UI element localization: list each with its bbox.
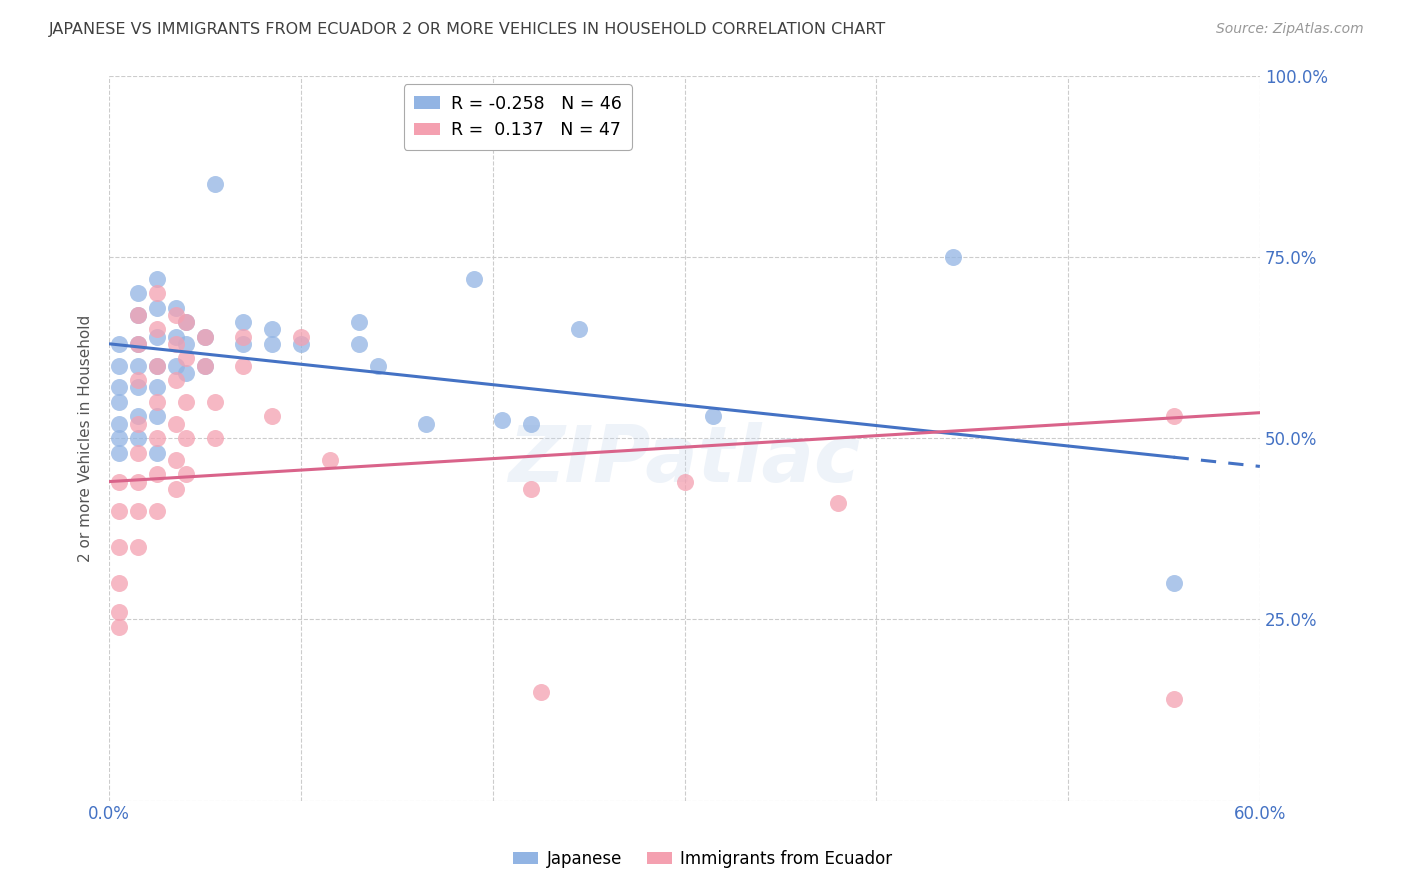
Point: [319, 452, 342, 467]
Point: [232, 315, 254, 329]
Point: [367, 359, 389, 373]
Point: [108, 394, 131, 409]
Point: [146, 467, 169, 482]
Text: Source: ZipAtlas.com: Source: ZipAtlas.com: [1216, 22, 1364, 37]
Point: [568, 322, 591, 336]
Point: [415, 417, 437, 431]
Point: [146, 380, 169, 394]
Point: [262, 322, 284, 336]
Point: [827, 496, 849, 510]
Point: [942, 250, 965, 264]
Point: [174, 315, 197, 329]
Point: [194, 359, 217, 373]
Point: [165, 452, 187, 467]
Point: [1163, 692, 1185, 706]
Y-axis label: 2 or more Vehicles in Household: 2 or more Vehicles in Household: [79, 315, 93, 562]
Point: [127, 336, 149, 351]
Point: [174, 431, 197, 445]
Point: [146, 322, 169, 336]
Point: [520, 417, 543, 431]
Point: [127, 373, 149, 387]
Point: [232, 359, 254, 373]
Point: [127, 359, 149, 373]
Point: [1163, 409, 1185, 424]
Point: [174, 467, 197, 482]
Point: [194, 329, 217, 343]
Point: [127, 308, 149, 322]
Point: [127, 409, 149, 424]
Point: [127, 380, 149, 394]
Point: [127, 445, 149, 459]
Point: [347, 315, 370, 329]
Point: [127, 475, 149, 489]
Point: [174, 315, 197, 329]
Point: [108, 380, 131, 394]
Point: [127, 286, 149, 301]
Point: [146, 503, 169, 517]
Point: [127, 336, 149, 351]
Point: [108, 540, 131, 554]
Point: [347, 336, 370, 351]
Point: [673, 475, 696, 489]
Point: [165, 482, 187, 496]
Point: [127, 431, 149, 445]
Point: [165, 329, 187, 343]
Point: [262, 409, 284, 424]
Point: [702, 409, 724, 424]
Point: [174, 336, 197, 351]
Point: [127, 503, 149, 517]
Point: [108, 359, 131, 373]
Point: [108, 605, 131, 619]
Point: [108, 417, 131, 431]
Point: [146, 394, 169, 409]
Point: [174, 351, 197, 366]
Point: [127, 308, 149, 322]
Point: [146, 359, 169, 373]
Point: [108, 475, 131, 489]
Point: [108, 503, 131, 517]
Point: [146, 329, 169, 343]
Point: [174, 366, 197, 380]
Point: [463, 271, 485, 285]
Point: [108, 445, 131, 459]
Legend: R = -0.258   N = 46, R =  0.137   N = 47: R = -0.258 N = 46, R = 0.137 N = 47: [404, 84, 631, 150]
Point: [165, 359, 187, 373]
Point: [204, 178, 226, 192]
Point: [108, 336, 131, 351]
Point: [146, 445, 169, 459]
Text: JAPANESE VS IMMIGRANTS FROM ECUADOR 2 OR MORE VEHICLES IN HOUSEHOLD CORRELATION : JAPANESE VS IMMIGRANTS FROM ECUADOR 2 OR…: [49, 22, 886, 37]
Point: [290, 329, 312, 343]
Point: [520, 482, 543, 496]
Point: [165, 301, 187, 315]
Point: [232, 336, 254, 351]
Point: [146, 359, 169, 373]
Point: [146, 431, 169, 445]
Point: [108, 619, 131, 633]
Point: [165, 308, 187, 322]
Point: [530, 685, 553, 699]
Point: [290, 336, 312, 351]
Point: [262, 336, 284, 351]
Point: [127, 540, 149, 554]
Text: ZIPatlас: ZIPatlас: [509, 422, 860, 498]
Point: [174, 394, 197, 409]
Point: [146, 301, 169, 315]
Point: [146, 409, 169, 424]
Legend: Japanese, Immigrants from Ecuador: Japanese, Immigrants from Ecuador: [506, 844, 900, 875]
Point: [194, 329, 217, 343]
Point: [165, 336, 187, 351]
Point: [127, 417, 149, 431]
Point: [1163, 576, 1185, 591]
Point: [204, 431, 226, 445]
Point: [232, 329, 254, 343]
Point: [146, 286, 169, 301]
Point: [491, 413, 513, 427]
Point: [108, 576, 131, 591]
Point: [165, 373, 187, 387]
Point: [108, 431, 131, 445]
Point: [165, 417, 187, 431]
Point: [194, 359, 217, 373]
Point: [146, 271, 169, 285]
Point: [204, 394, 226, 409]
